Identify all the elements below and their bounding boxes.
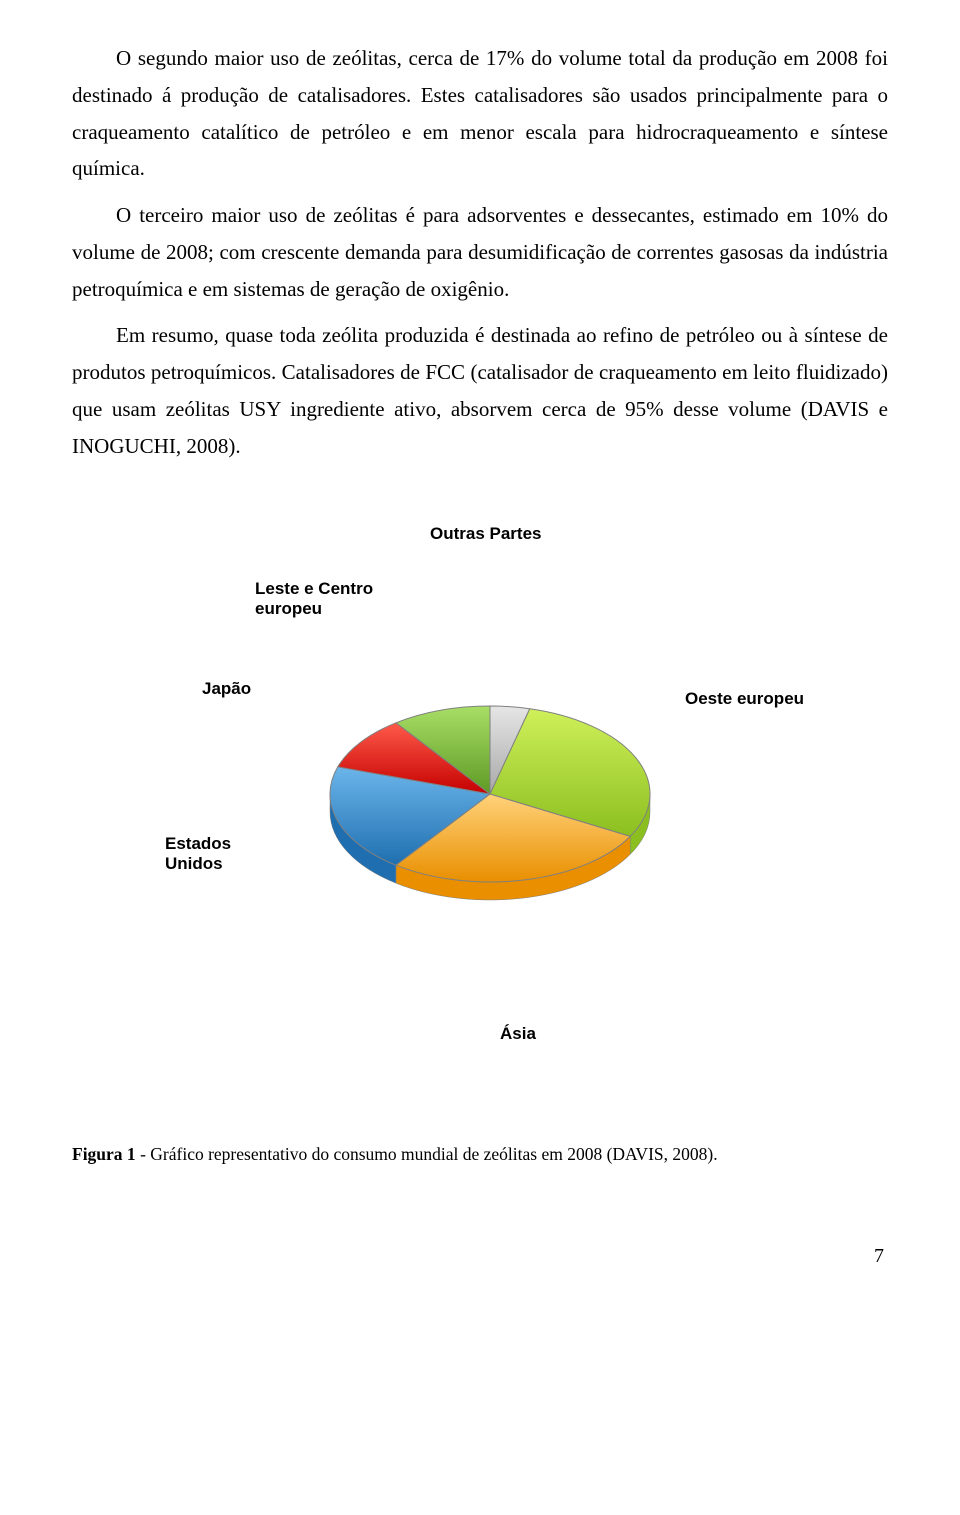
page-number: 7 — [72, 1245, 888, 1268]
pie-slice-label: Ásia — [500, 1024, 536, 1044]
figure-caption-rest: - Gráfico representativo do consumo mund… — [136, 1144, 718, 1164]
figure-caption-bold: Figura 1 — [72, 1144, 136, 1164]
paragraph-3: Em resumo, quase toda zeólita produzida … — [72, 317, 888, 464]
pie-slice-label: Leste e Centro europeu — [255, 579, 373, 618]
pie-slice-label: Oeste europeu — [685, 689, 804, 709]
paragraph-2: O terceiro maior uso de zeólitas é para … — [72, 197, 888, 307]
paragraph-1: O segundo maior uso de zeólitas, cerca d… — [72, 40, 888, 187]
pie-slice-label: Japão — [202, 679, 251, 699]
pie-slice-label: Estados Unidos — [165, 834, 231, 873]
pie-slice-label: Outras Partes — [430, 524, 542, 544]
figure-caption: Figura 1 - Gráfico representativo do con… — [72, 1144, 888, 1165]
pie-chart-container: Outras PartesOeste europeuÁsiaEstados Un… — [160, 534, 800, 1054]
